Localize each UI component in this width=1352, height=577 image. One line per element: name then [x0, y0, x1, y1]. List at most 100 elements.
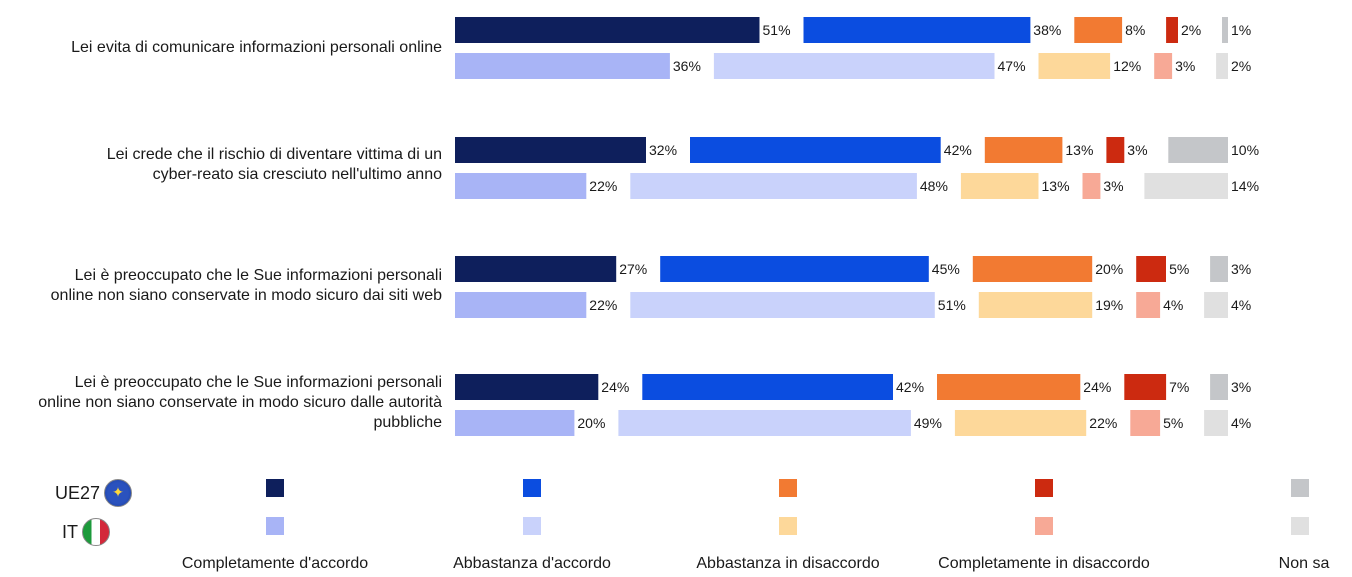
value-label-it-q3-s1: 22%	[589, 297, 617, 313]
legend-group-ue27: UE27	[55, 479, 133, 507]
value-label-it-q1-s5: 2%	[1231, 58, 1251, 74]
bar-ue27-q2-s3	[984, 137, 1063, 163]
bar-it-q3-s2	[630, 292, 935, 318]
italy-flag-icon	[82, 518, 110, 546]
bar-it-q1-s4	[1154, 53, 1173, 79]
legend-swatch-it-s4	[1035, 517, 1053, 535]
value-label-ue27-q2-s2: 42%	[944, 142, 972, 158]
legend-swatch-it-s1	[266, 517, 284, 535]
bar-ue27-q3-s5	[1210, 256, 1228, 282]
value-label-it-q4-s3: 22%	[1089, 415, 1117, 431]
bar-it-q3-s3	[978, 292, 1093, 318]
category-label-q3: Lei è preoccupato che le Sue informazion…	[0, 266, 442, 306]
bar-it-q4-s2	[618, 410, 911, 436]
bar-ue27-q3-s3	[972, 256, 1093, 282]
category-label-line: online non siano conservate in modo sicu…	[38, 394, 442, 411]
value-label-ue27-q1-s3: 8%	[1125, 22, 1145, 38]
category-label-line: online non siano conservate in modo sicu…	[50, 287, 442, 304]
value-label-it-q1-s3: 12%	[1113, 58, 1141, 74]
value-label-it-q1-s4: 3%	[1175, 58, 1195, 74]
bar-it-q3-s4	[1136, 292, 1161, 318]
bar-ue27-q4-s3	[937, 374, 1081, 400]
bar-ue27-q2-s1	[455, 137, 646, 163]
bar-ue27-q4-s2	[642, 374, 893, 400]
legend-group-it: IT	[62, 518, 110, 546]
bar-ue27-q2-s4	[1106, 137, 1125, 163]
bar-it-q2-s1	[455, 173, 587, 199]
bar-it-q4-s4	[1130, 410, 1161, 436]
bar-it-q4-s1	[455, 410, 575, 436]
value-label-it-q1-s2: 47%	[998, 58, 1026, 74]
legend-swatch-it-s3	[779, 517, 797, 535]
bar-ue27-q3-s2	[660, 256, 929, 282]
bar-ue27-q1-s4	[1166, 17, 1178, 43]
bar-ue27-q1-s2	[803, 17, 1031, 43]
value-label-ue27-q1-s1: 51%	[763, 22, 791, 38]
eu-flag-icon	[104, 479, 133, 507]
bar-ue27-q4-s5	[1210, 374, 1228, 400]
legend-swatch-ue27-s1	[266, 479, 284, 497]
value-label-it-q3-s4: 4%	[1163, 297, 1183, 313]
value-label-ue27-q2-s4: 3%	[1127, 142, 1147, 158]
bar-it-q3-s5	[1204, 292, 1228, 318]
value-label-ue27-q1-s2: 38%	[1033, 22, 1061, 38]
category-label-line: pubbliche	[373, 414, 443, 431]
bar-ue27-q1-s1	[455, 17, 760, 43]
value-label-ue27-q3-s5: 3%	[1231, 261, 1251, 277]
legend-label-s2: Abbastanza d'accordo	[453, 555, 611, 572]
legend-swatch-ue27-s2	[523, 479, 541, 497]
value-label-it-q4-s5: 4%	[1231, 415, 1251, 431]
bar-ue27-q3-s4	[1136, 256, 1166, 282]
legend-swatch-ue27-s3	[779, 479, 797, 497]
bar-it-q2-s3	[960, 173, 1039, 199]
category-label-q4: Lei è preoccupato che le Sue informazion…	[0, 373, 442, 433]
bar-it-q1-s3	[1038, 53, 1111, 79]
legend-swatch-ue27-s4	[1035, 479, 1053, 497]
bar-ue27-q4-s4	[1124, 374, 1167, 400]
legend-swatch-ue27-s5	[1291, 479, 1309, 497]
bar-ue27-q3-s1	[455, 256, 617, 282]
value-label-it-q4-s4: 5%	[1163, 415, 1183, 431]
value-label-it-q2-s1: 22%	[589, 178, 617, 194]
category-label-line: Lei è preoccupato che le Sue informazion…	[74, 267, 442, 284]
bar-ue27-q4-s1	[455, 374, 599, 400]
bar-ue27-q1-s3	[1074, 17, 1123, 43]
value-label-it-q2-s3: 13%	[1042, 178, 1070, 194]
legend-group-ue27-label: UE27	[55, 482, 101, 503]
value-label-ue27-q4-s4: 7%	[1169, 379, 1189, 395]
bar-it-q2-s5	[1144, 173, 1228, 199]
category-label-line: Lei evita di comunicare informazioni per…	[71, 39, 442, 56]
bar-ue27-q2-s2	[690, 137, 941, 163]
value-label-ue27-q1-s5: 1%	[1231, 22, 1251, 38]
value-label-it-q4-s1: 20%	[577, 415, 605, 431]
value-label-it-q2-s4: 3%	[1103, 178, 1123, 194]
value-label-ue27-q2-s3: 13%	[1065, 142, 1093, 158]
value-label-it-q3-s5: 4%	[1231, 297, 1251, 313]
category-label-line: Lei è preoccupato che le Sue informazion…	[74, 374, 442, 391]
bar-it-q4-s5	[1204, 410, 1228, 436]
legend-label-s3: Abbastanza in disaccordo	[696, 555, 880, 572]
bar-it-q3-s1	[455, 292, 587, 318]
value-label-ue27-q4-s3: 24%	[1083, 379, 1111, 395]
value-label-it-q4-s2: 49%	[914, 415, 942, 431]
bar-it-q4-s3	[954, 410, 1087, 436]
value-label-it-q1-s1: 36%	[673, 58, 701, 74]
legend-swatch-it-s5	[1291, 517, 1309, 535]
value-label-it-q2-s2: 48%	[920, 178, 948, 194]
value-label-ue27-q2-s1: 32%	[649, 142, 677, 158]
value-label-ue27-q3-s2: 45%	[932, 261, 960, 277]
category-label-q1: Lei evita di comunicare informazioni per…	[0, 38, 442, 58]
category-label-q2: Lei crede che il rischio di diventare vi…	[0, 145, 442, 185]
value-label-ue27-q3-s4: 5%	[1169, 261, 1189, 277]
bar-it-q2-s4	[1082, 173, 1101, 199]
bar-it-q1-s2	[713, 53, 995, 79]
legend-label-s4: Completamente in disaccordo	[938, 555, 1150, 572]
value-label-ue27-q4-s2: 42%	[896, 379, 924, 395]
value-label-ue27-q3-s1: 27%	[619, 261, 647, 277]
category-label-line: Lei crede che il rischio di diventare vi…	[106, 146, 442, 163]
legend-group-it-label: IT	[62, 521, 78, 542]
bar-ue27-q1-s5	[1222, 17, 1228, 43]
bar-it-q1-s5	[1216, 53, 1228, 79]
value-label-it-q3-s2: 51%	[938, 297, 966, 313]
